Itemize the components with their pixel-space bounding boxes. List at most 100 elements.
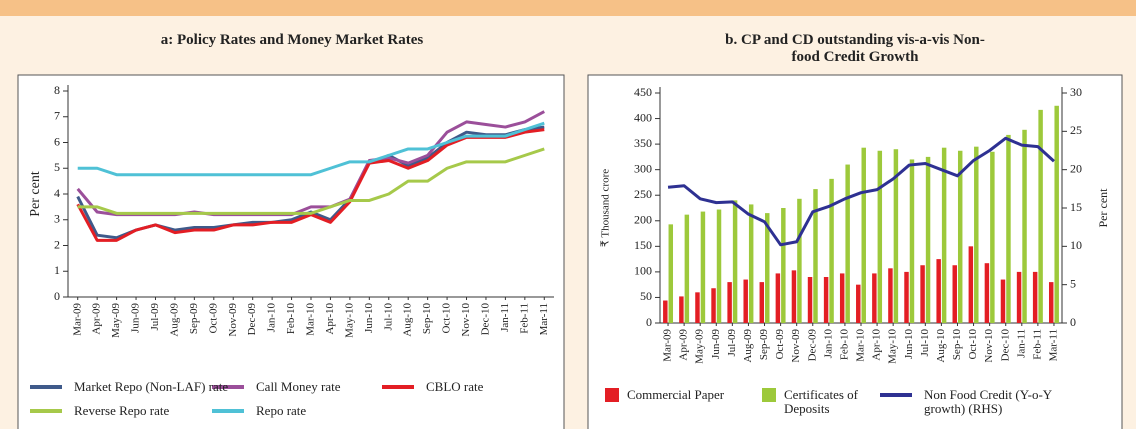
x-tick-label: Sep-09 bbox=[758, 329, 770, 361]
legend-label: Market Repo (Non-LAF) rate bbox=[74, 379, 229, 394]
x-tick-label: Apr-10 bbox=[324, 303, 336, 335]
bar bbox=[679, 296, 684, 323]
bar bbox=[759, 282, 765, 323]
y-axis-label: Per cent bbox=[28, 171, 43, 217]
bar bbox=[700, 211, 706, 323]
series-line bbox=[77, 121, 545, 177]
legend-label: Certificates of Deposits bbox=[784, 387, 858, 416]
legend-swatch bbox=[762, 388, 776, 402]
bar bbox=[1054, 105, 1059, 324]
x-tick-label: Apr-10 bbox=[871, 329, 883, 361]
y-tick-label: 5 bbox=[54, 160, 60, 174]
legend-label: Non Food Credit (Y-o-Y growth) (RHS) bbox=[924, 387, 1052, 416]
bar bbox=[845, 164, 850, 323]
y-tick-label: 6 bbox=[54, 134, 60, 148]
x-tick-label: Dec-09 bbox=[246, 303, 258, 336]
legend-swatch bbox=[605, 388, 619, 402]
bar bbox=[1048, 282, 1054, 323]
bar bbox=[1000, 279, 1006, 323]
x-tick-label: Nov-10 bbox=[983, 329, 995, 363]
x-tick-label: Mar-09 bbox=[662, 329, 674, 362]
x-tick-label: Aug-09 bbox=[742, 329, 754, 363]
bar bbox=[823, 277, 829, 323]
x-tick-label: Jul-09 bbox=[726, 329, 738, 357]
x-tick-label: May-09 bbox=[110, 303, 122, 338]
bar bbox=[941, 147, 947, 323]
legend-label: Repo rate bbox=[256, 403, 307, 418]
bar bbox=[877, 150, 883, 323]
x-tick-label: May-10 bbox=[887, 329, 899, 364]
y-tick-label: 250 bbox=[634, 187, 652, 201]
y-tick-label: 300 bbox=[634, 161, 652, 175]
x-tick-label: Sep-10 bbox=[951, 329, 963, 361]
x-tick-label: Aug-10 bbox=[402, 303, 414, 337]
y-tick-label: 100 bbox=[634, 264, 652, 278]
bar bbox=[920, 265, 925, 323]
bar bbox=[743, 279, 748, 323]
bar bbox=[909, 159, 915, 323]
banner bbox=[0, 0, 1136, 16]
bar bbox=[807, 277, 813, 323]
bar bbox=[904, 271, 909, 323]
y2-tick-label: 10 bbox=[1070, 238, 1082, 252]
x-tick-label: May-10 bbox=[343, 303, 355, 338]
y-tick-label: 0 bbox=[54, 289, 60, 303]
x-tick-label: Nov-10 bbox=[460, 303, 472, 337]
y-tick-label: 450 bbox=[634, 85, 652, 99]
bar bbox=[829, 178, 834, 323]
bar bbox=[813, 189, 818, 323]
bar bbox=[984, 263, 990, 323]
bar bbox=[684, 214, 690, 323]
x-tick-label: Jun-10 bbox=[903, 329, 915, 359]
x-tick-label: Feb-10 bbox=[838, 329, 850, 361]
x-tick-label: Nov-09 bbox=[227, 303, 239, 337]
x-tick-label: Jun-10 bbox=[363, 303, 375, 333]
bar bbox=[781, 208, 786, 323]
y-axis-label: ₹ Thousand crore bbox=[600, 169, 612, 247]
panel-b bbox=[587, 74, 1123, 429]
bar bbox=[727, 282, 732, 323]
y-tick-label: 0 bbox=[646, 315, 652, 329]
y2-tick-label: 15 bbox=[1070, 200, 1082, 214]
bar bbox=[839, 273, 845, 323]
x-tick-label: Apr-09 bbox=[91, 303, 103, 335]
bar bbox=[888, 268, 893, 323]
bar bbox=[797, 198, 802, 323]
x-tick-label: Dec-09 bbox=[806, 329, 818, 362]
x-tick-label: Oct-09 bbox=[774, 329, 786, 360]
x-tick-label: Jan-11 bbox=[1015, 329, 1027, 358]
bar bbox=[663, 300, 668, 323]
x-tick-label: Jan-10 bbox=[822, 329, 834, 359]
x-tick-label: Sep-09 bbox=[188, 303, 200, 335]
y-tick-label: 8 bbox=[54, 83, 60, 97]
bar bbox=[1032, 271, 1038, 323]
x-tick-label: Mar-11 bbox=[538, 303, 550, 335]
y2-tick-label: 5 bbox=[1070, 276, 1076, 290]
y-tick-label: 50 bbox=[640, 289, 652, 303]
x-tick-label: Mar-10 bbox=[305, 303, 317, 336]
x-tick-label: Jul-10 bbox=[919, 329, 931, 357]
x-tick-label: Mar-09 bbox=[71, 303, 83, 336]
bar bbox=[775, 273, 781, 323]
bar bbox=[765, 213, 770, 323]
legend-label: CBLO rate bbox=[426, 379, 484, 394]
bar bbox=[695, 292, 700, 323]
x-tick-label: Mar-10 bbox=[855, 329, 867, 362]
y2-tick-label: 0 bbox=[1070, 315, 1076, 329]
bar bbox=[936, 259, 941, 323]
bar bbox=[957, 150, 963, 323]
bar bbox=[748, 204, 754, 323]
bar bbox=[925, 156, 931, 323]
bar bbox=[716, 209, 722, 323]
y-tick-label: 7 bbox=[54, 109, 60, 123]
x-tick-label: Feb-10 bbox=[285, 303, 297, 335]
x-tick-label: Jun-09 bbox=[130, 303, 142, 333]
x-tick-label: Nov-09 bbox=[790, 329, 802, 363]
y-tick-label: 1 bbox=[54, 263, 60, 277]
y-tick-label: 200 bbox=[634, 213, 652, 227]
x-tick-label: Oct-10 bbox=[441, 303, 453, 334]
y2-tick-label: 25 bbox=[1070, 123, 1082, 137]
y-tick-label: 3 bbox=[54, 212, 60, 226]
